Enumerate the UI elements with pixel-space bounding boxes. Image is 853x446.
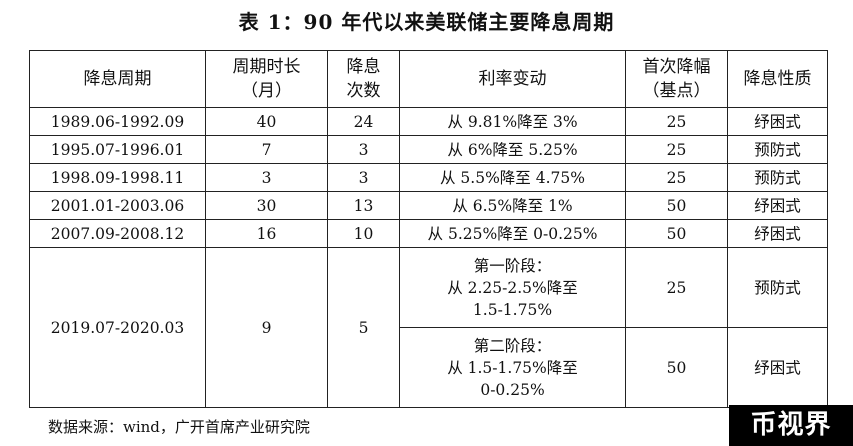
cell-duration: 9 bbox=[205, 247, 328, 408]
cell-period: 1989.06-1992.09 bbox=[29, 107, 206, 136]
header-count: 降息 次数 bbox=[327, 50, 400, 108]
cell-nature: 预防式 bbox=[727, 247, 828, 328]
cell-rate-change: 从 5.25%降至 0-0.25% bbox=[399, 219, 626, 248]
table-row: 2001.01-2003.06 30 13 从 6.5%降至 1% 50 纾困式 bbox=[29, 191, 828, 220]
cell-count: 13 bbox=[327, 191, 400, 220]
cell-period: 1998.09-1998.11 bbox=[29, 163, 206, 192]
cell-duration: 7 bbox=[205, 135, 328, 164]
cell-rate-change: 从 5.5%降至 4.75% bbox=[399, 163, 626, 192]
data-source-note: 数据来源：wind，广开首席产业研究院 bbox=[48, 418, 310, 436]
table-row: 1989.06-1992.09 40 24 从 9.81%降至 3% 25 纾困… bbox=[29, 107, 828, 136]
cell-nature: 预防式 bbox=[727, 163, 828, 192]
table-title: 表 1：90 年代以来美联储主要降息周期 bbox=[238, 10, 615, 34]
cell-nature: 纾困式 bbox=[727, 107, 828, 136]
cell-nature: 纾困式 bbox=[727, 327, 828, 408]
cell-first-cut: 50 bbox=[625, 191, 728, 220]
cell-rate-change-stage1: 第一阶段：从 2.25-2.5%降至 1.5-1.75% bbox=[399, 247, 626, 328]
cell-period: 1995.07-1996.01 bbox=[29, 135, 206, 164]
cell-count: 24 bbox=[327, 107, 400, 136]
header-period: 降息周期 bbox=[29, 50, 206, 108]
cell-first-cut: 50 bbox=[625, 219, 728, 248]
cell-nature: 预防式 bbox=[727, 135, 828, 164]
header-rate-change: 利率变动 bbox=[399, 50, 626, 108]
header-nature: 降息性质 bbox=[727, 50, 828, 108]
watermark-logo: 币视界 bbox=[729, 405, 853, 446]
cell-count: 3 bbox=[327, 135, 400, 164]
cell-duration: 16 bbox=[205, 219, 328, 248]
cell-rate-change: 从 6.5%降至 1% bbox=[399, 191, 626, 220]
cell-first-cut: 25 bbox=[625, 247, 728, 328]
cell-nature: 纾困式 bbox=[727, 219, 828, 248]
cell-period: 2019.07-2020.03 bbox=[29, 247, 206, 408]
header-first-cut: 首次降幅 （基点） bbox=[625, 50, 728, 108]
table-row-stage1: 2019.07-2020.03 9 5 第一阶段：从 2.25-2.5%降至 1.… bbox=[29, 247, 828, 408]
cell-count: 10 bbox=[327, 219, 400, 248]
table-row: 1995.07-1996.01 7 3 从 6%降至 5.25% 25 预防式 bbox=[29, 135, 828, 164]
cell-duration: 3 bbox=[205, 163, 328, 192]
cell-first-cut: 25 bbox=[625, 107, 728, 136]
table-row-stage2: 第二阶段：从 1.5-1.75%降至 0-0.25% 50 纾困式 bbox=[30, 327, 828, 408]
cell-duration: 30 bbox=[205, 191, 328, 220]
cell-rate-change: 从 6%降至 5.25% bbox=[399, 135, 626, 164]
cell-nature: 纾困式 bbox=[727, 191, 828, 220]
cell-count: 3 bbox=[327, 163, 400, 192]
cell-count: 5 bbox=[327, 247, 400, 408]
cell-first-cut: 25 bbox=[625, 163, 728, 192]
cell-duration: 40 bbox=[205, 107, 328, 136]
header-row: 降息周期 周期时长 （月） 降息 次数 利率变动 首次降幅 （基点） 降息性质 bbox=[29, 50, 828, 108]
table-row: 1998.09-1998.11 3 3 从 5.5%降至 4.75% 25 预防… bbox=[29, 163, 828, 192]
header-duration: 周期时长 （月） bbox=[205, 50, 328, 108]
cell-first-cut: 50 bbox=[625, 327, 728, 408]
cell-period: 2007.09-2008.12 bbox=[29, 219, 206, 248]
cell-period: 2001.01-2003.06 bbox=[29, 191, 206, 220]
rate-cut-table: 降息周期 周期时长 （月） 降息 次数 利率变动 首次降幅 （基点） 降息性质 198… bbox=[29, 50, 828, 408]
cell-rate-change: 从 9.81%降至 3% bbox=[399, 107, 626, 136]
table-row: 2007.09-2008.12 16 10 从 5.25%降至 0-0.25% … bbox=[29, 219, 828, 248]
cell-rate-change-stage2: 第二阶段：从 1.5-1.75%降至 0-0.25% bbox=[399, 327, 626, 408]
cell-first-cut: 25 bbox=[625, 135, 728, 164]
